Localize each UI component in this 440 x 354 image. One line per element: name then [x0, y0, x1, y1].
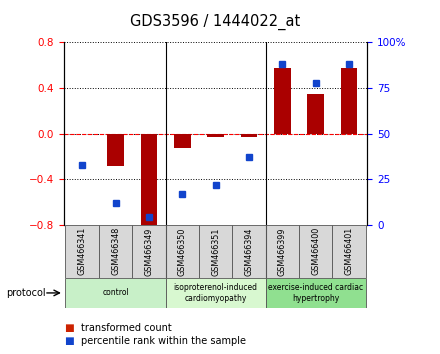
Bar — [308, 94, 324, 133]
Bar — [241, 133, 257, 137]
Bar — [107, 133, 124, 166]
Text: percentile rank within the sample: percentile rank within the sample — [81, 336, 246, 346]
Bar — [207, 133, 224, 137]
Bar — [140, 133, 157, 227]
Bar — [332, 225, 366, 278]
Bar — [165, 225, 199, 278]
Bar — [199, 225, 232, 278]
Text: GSM466349: GSM466349 — [144, 227, 154, 275]
Bar — [132, 225, 165, 278]
Text: ■: ■ — [64, 336, 73, 346]
Bar — [99, 225, 132, 278]
Bar — [266, 278, 366, 308]
Bar — [274, 68, 291, 133]
Text: GSM466399: GSM466399 — [278, 227, 287, 276]
Bar — [165, 278, 266, 308]
Text: GSM466400: GSM466400 — [311, 227, 320, 275]
Text: GSM466341: GSM466341 — [77, 227, 87, 275]
Text: GSM466394: GSM466394 — [245, 227, 253, 275]
Text: ■: ■ — [64, 323, 73, 333]
Bar — [232, 225, 266, 278]
Text: GSM466348: GSM466348 — [111, 227, 120, 275]
Text: GSM466350: GSM466350 — [178, 227, 187, 275]
Bar — [174, 133, 191, 148]
Bar — [299, 225, 332, 278]
Text: control: control — [102, 289, 129, 297]
Bar — [66, 225, 99, 278]
Text: exercise-induced cardiac
hypertrophy: exercise-induced cardiac hypertrophy — [268, 283, 363, 303]
Text: GSM466401: GSM466401 — [345, 227, 354, 275]
Text: isoproterenol-induced
cardiomyopathy: isoproterenol-induced cardiomyopathy — [174, 283, 257, 303]
Bar — [341, 68, 357, 133]
Text: GDS3596 / 1444022_at: GDS3596 / 1444022_at — [131, 14, 301, 30]
Text: transformed count: transformed count — [81, 323, 171, 333]
Text: protocol: protocol — [7, 288, 46, 298]
Text: GSM466351: GSM466351 — [211, 227, 220, 275]
Bar — [66, 278, 165, 308]
Bar — [266, 225, 299, 278]
